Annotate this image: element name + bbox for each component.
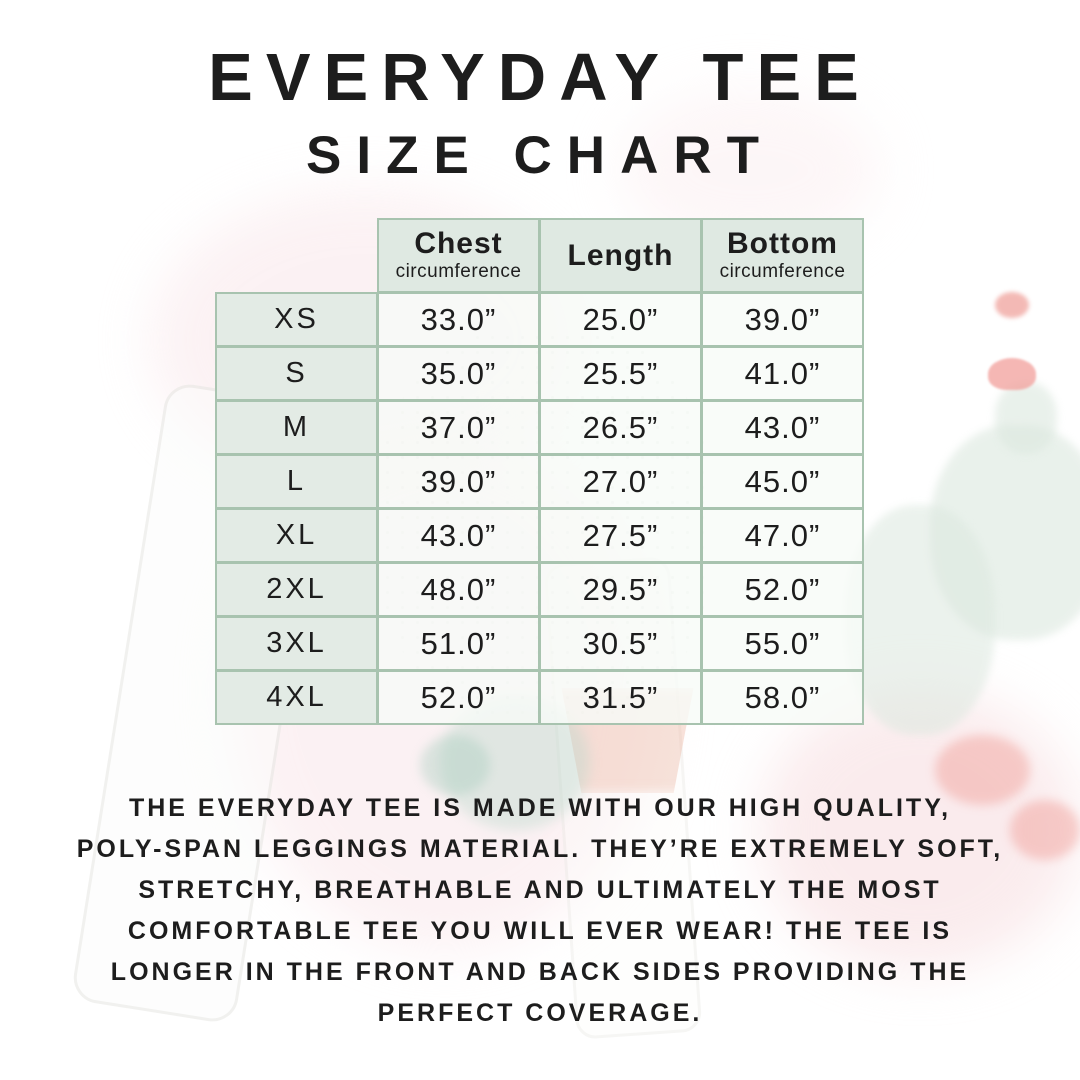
chest-value: 37.0”: [377, 400, 540, 455]
bottom-value: 39.0”: [701, 292, 864, 347]
description-line: STRETCHY, BREATHABLE AND ULTIMATELY THE …: [138, 876, 942, 904]
page-subtitle: SIZE CHART: [306, 126, 774, 185]
chest-value: 43.0”: [377, 508, 540, 563]
length-value: 27.0”: [539, 454, 702, 509]
length-value: 27.5”: [539, 508, 702, 563]
description-paragraph: THE EVERYDAY TEE IS MADE WITH OUR HIGH Q…: [60, 788, 1020, 1034]
leaf-decoration: [420, 735, 490, 795]
cactus-decoration: [930, 425, 1080, 640]
size-label: XS: [215, 292, 378, 347]
size-label: M: [215, 400, 378, 455]
column-header-length: Length: [539, 218, 702, 293]
chest-value: 52.0”: [377, 670, 540, 725]
column-header-sublabel: circumference: [719, 261, 846, 283]
flower-decoration: [1010, 800, 1080, 860]
length-value: 30.5”: [539, 616, 702, 671]
description-line: THE EVERYDAY TEE IS MADE WITH OUR HIGH Q…: [128, 794, 952, 822]
description-line: LONGER IN THE FRONT AND BACK SIDES PROVI…: [110, 958, 970, 986]
page-title: EVERYDAY TEE: [208, 40, 872, 115]
column-header-label: Length: [567, 238, 674, 272]
bottom-value: 58.0”: [701, 670, 864, 725]
description-line: COMFORTABLE TEE YOU WILL EVER WEAR! THE …: [127, 917, 953, 945]
cactus-flower-decoration: [988, 358, 1036, 390]
column-header-label: Chest: [414, 226, 503, 260]
flower-decoration: [995, 292, 1029, 318]
length-value: 29.5”: [539, 562, 702, 617]
size-label: 4XL: [215, 670, 378, 725]
chest-value: 51.0”: [377, 616, 540, 671]
cactus-decoration: [995, 382, 1057, 454]
column-header-sublabel: circumference: [395, 261, 522, 283]
bottom-value: 55.0”: [701, 616, 864, 671]
description-line: PERFECT COVERAGE.: [377, 999, 703, 1027]
column-header-chest: Chest circumference: [377, 218, 540, 293]
chest-value: 39.0”: [377, 454, 540, 509]
size-label: 3XL: [215, 616, 378, 671]
bottom-value: 45.0”: [701, 454, 864, 509]
bottom-value: 52.0”: [701, 562, 864, 617]
length-value: 25.0”: [539, 292, 702, 347]
size-table: Chest circumference Length Bottom circum…: [215, 218, 864, 725]
column-header-bottom: Bottom circumference: [701, 218, 864, 293]
length-value: 25.5”: [539, 346, 702, 401]
cactus-decoration: [845, 505, 995, 735]
chest-value: 33.0”: [377, 292, 540, 347]
length-value: 31.5”: [539, 670, 702, 725]
chest-value: 35.0”: [377, 346, 540, 401]
description-line: POLY-SPAN LEGGINGS MATERIAL. THEY’RE EXT…: [76, 835, 1004, 863]
title-block: EVERYDAY TEE SIZE CHART: [0, 44, 1080, 186]
table-corner-spacer: [216, 219, 378, 293]
column-header-label: Bottom: [727, 226, 838, 260]
length-value: 26.5”: [539, 400, 702, 455]
bottom-value: 47.0”: [701, 508, 864, 563]
size-label: 2XL: [215, 562, 378, 617]
bottom-value: 41.0”: [701, 346, 864, 401]
size-label: L: [215, 454, 378, 509]
chest-value: 48.0”: [377, 562, 540, 617]
size-label: S: [215, 346, 378, 401]
size-label: XL: [215, 508, 378, 563]
bottom-value: 43.0”: [701, 400, 864, 455]
